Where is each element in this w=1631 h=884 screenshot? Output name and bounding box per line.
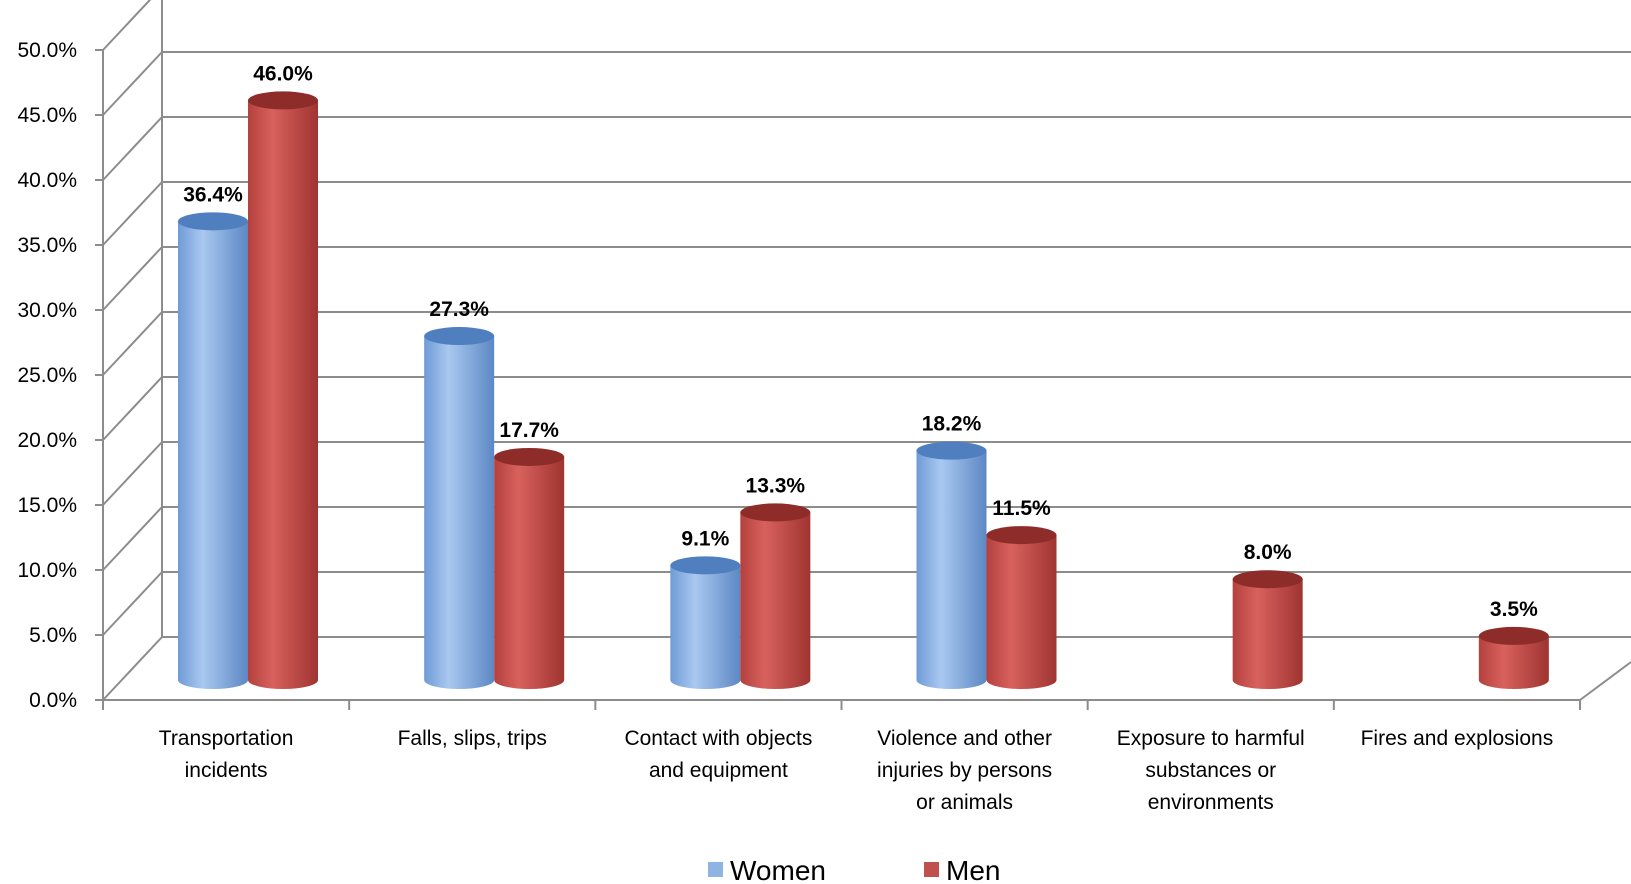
x-tick-label: Violence and other	[877, 727, 1052, 750]
bar-women-body	[916, 450, 987, 689]
legend-label-women: Women	[730, 855, 826, 884]
bar-men-body	[1478, 635, 1549, 689]
bar-women	[916, 441, 987, 689]
data-label: 46.0%	[253, 62, 313, 85]
data-label: 36.4%	[183, 183, 243, 206]
bar-men-body	[494, 456, 565, 690]
y-tick-label: 45.0%	[17, 104, 77, 127]
x-tick-label: environments	[1148, 791, 1274, 814]
bar-women	[424, 327, 495, 689]
side-gridline	[102, 51, 163, 116]
side-gridline	[102, 636, 163, 701]
x-tick-label: Contact with objects	[624, 727, 812, 750]
legend: Women Men	[708, 855, 1000, 884]
bar-women-body	[424, 336, 495, 689]
side-gridline	[102, 0, 152, 51]
data-label: 8.0%	[1244, 541, 1292, 564]
bar-men-top	[1232, 570, 1303, 589]
y-tick-label: 15.0%	[17, 494, 77, 517]
bar-men	[986, 526, 1057, 689]
bar-men-top	[494, 447, 565, 466]
bar-women	[670, 556, 741, 689]
x-tick-label: Fires and explosions	[1361, 727, 1554, 750]
data-label: 18.2%	[922, 413, 982, 436]
bar-men-top	[740, 503, 811, 522]
floor-right-edge	[1579, 661, 1631, 701]
y-tick-label: 10.0%	[17, 559, 77, 582]
bar-women-body	[670, 565, 741, 689]
side-gridline	[102, 181, 163, 246]
x-tick-label: Exposure to harmful	[1117, 727, 1305, 750]
y-tick-label: 25.0%	[17, 364, 77, 387]
axes: 0.0% 5.0% 10.0% 15.0% 20.0% 25.0% 30.0% 35.0% 40…	[17, 39, 1631, 814]
x-tick-label: and equipment	[649, 759, 788, 782]
side-gridline	[102, 116, 163, 181]
data-label: 9.1%	[681, 527, 729, 550]
bar-men-body	[740, 512, 811, 689]
y-tick-label: 40.0%	[17, 169, 77, 192]
bar-men-top	[986, 526, 1057, 545]
bar-men-top	[1478, 626, 1549, 645]
bar-men	[1232, 570, 1303, 689]
bar-men-body	[248, 100, 318, 689]
legend-label-men: Men	[946, 855, 1000, 884]
bar-men	[248, 91, 318, 689]
gridlines	[102, 0, 1631, 701]
legend-swatch-women	[708, 862, 723, 877]
bar-men-body	[1232, 579, 1303, 689]
data-labels: 36.4% 27.3% 9.1% 18.2% 46.0% 17.7% 13.3% 11.5% 8…	[183, 62, 1538, 621]
bar-women-top	[916, 441, 987, 460]
data-label: 13.3%	[746, 474, 806, 497]
bar-women-top	[670, 556, 741, 575]
side-gridline	[102, 376, 163, 441]
x-tick-label: substances or	[1145, 759, 1276, 782]
y-tick-label: 35.0%	[17, 234, 77, 257]
bar-men-top	[248, 91, 318, 110]
side-gridline	[102, 441, 163, 506]
bar-men	[1478, 626, 1549, 689]
y-tick-label: 50.0%	[17, 39, 77, 62]
x-tick-label: or animals	[916, 791, 1013, 814]
data-label: 27.3%	[429, 298, 489, 321]
side-gridline	[102, 246, 163, 311]
data-label: 3.5%	[1490, 598, 1538, 621]
y-tick-label: 30.0%	[17, 299, 77, 322]
data-label: 11.5%	[992, 497, 1051, 520]
y-tick-label: 5.0%	[29, 624, 77, 647]
side-gridline	[102, 571, 163, 636]
bars	[178, 91, 1549, 690]
data-label: 17.7%	[499, 419, 559, 442]
y-tick-label: 20.0%	[17, 429, 77, 452]
x-tick-label: incidents	[185, 759, 268, 782]
bar-women-body	[178, 221, 248, 690]
legend-swatch-men	[924, 862, 939, 877]
y-tick-label: 0.0%	[29, 689, 77, 712]
x-tick-label: injuries by persons	[877, 759, 1052, 782]
bar-men-body	[986, 535, 1057, 689]
bar-men	[494, 447, 565, 690]
x-tick-label: Falls, slips, trips	[398, 727, 547, 750]
bar-women	[178, 212, 248, 690]
bar-women-top	[178, 212, 248, 231]
bar-men	[740, 503, 811, 689]
x-tick-label: Transportation	[159, 727, 294, 750]
side-gridline	[102, 311, 163, 376]
side-gridline	[102, 506, 163, 571]
bar-women-top	[424, 327, 495, 346]
